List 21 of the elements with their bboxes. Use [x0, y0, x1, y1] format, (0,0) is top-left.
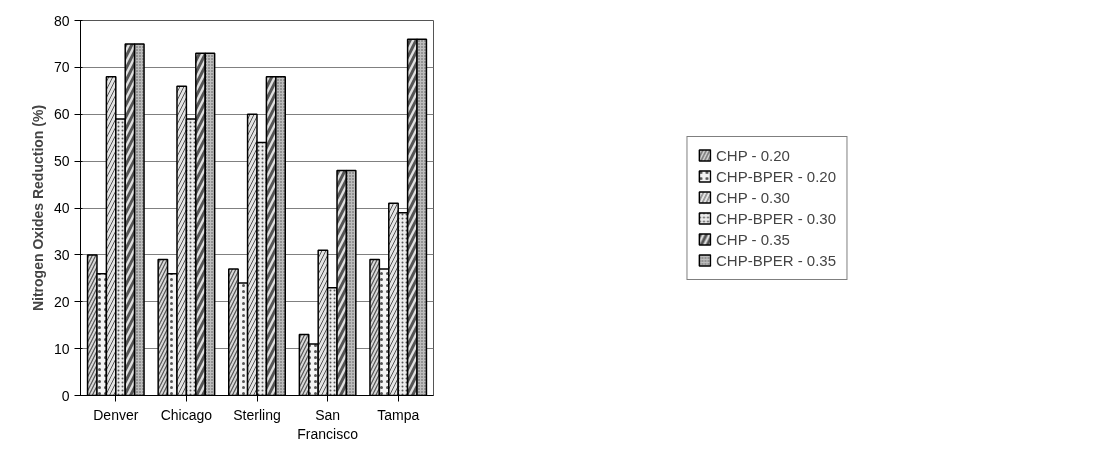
- x-tick-label: San Francisco: [297, 406, 359, 442]
- legend-label: CHP-BPER - 0.30: [715, 209, 837, 227]
- y-tick-label: 60: [53, 106, 70, 123]
- y-tick-label: 30: [53, 246, 70, 263]
- y-tick-label: 0: [61, 387, 70, 404]
- x-tick-label: Chicago: [160, 406, 213, 423]
- x-tick-label: Sterling: [233, 406, 281, 423]
- y-tick-label: 50: [53, 153, 70, 170]
- x-tick-label: Denver: [93, 406, 139, 423]
- y-tick-label: 70: [53, 59, 70, 76]
- y-axis-title: Nitrogen Oxides Reduction (%): [29, 104, 46, 312]
- legend-label: CHP-BPER - 0.20: [715, 167, 837, 185]
- legend-label: CHP - 0.30: [715, 188, 790, 206]
- legend-label: CHP-BPER - 0.35: [715, 251, 837, 269]
- y-tick-label: 20: [53, 293, 70, 310]
- legend-label: CHP - 0.35: [715, 230, 790, 248]
- x-tick-label: Tampa: [377, 406, 420, 423]
- y-tick-label: 10: [53, 340, 70, 357]
- y-tick-label: 80: [53, 12, 70, 29]
- y-tick-label: 40: [53, 200, 70, 216]
- legend-label: CHP - 0.20: [715, 146, 790, 164]
